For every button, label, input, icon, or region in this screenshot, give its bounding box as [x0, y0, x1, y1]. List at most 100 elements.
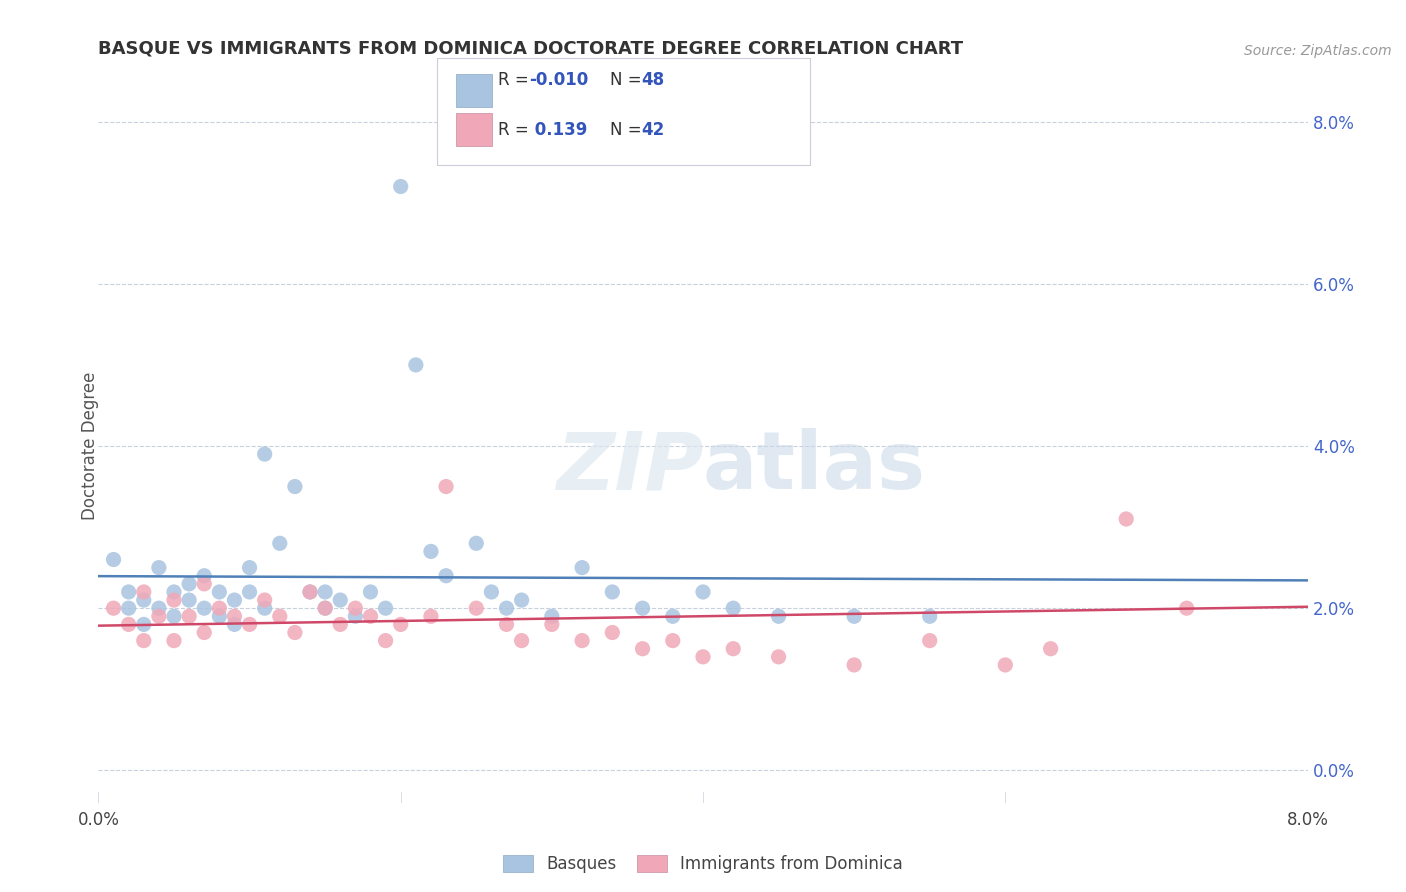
Text: N =: N =: [610, 71, 647, 89]
Point: [163, 633, 186, 648]
Y-axis label: Doctorate Degree: Doctorate Degree: [82, 372, 98, 520]
Point: [224, 609, 246, 624]
Point: [148, 609, 170, 624]
Point: [1115, 512, 1137, 526]
Point: [148, 601, 170, 615]
Point: [495, 617, 517, 632]
Point: [662, 609, 685, 624]
Point: [193, 601, 215, 615]
Point: [844, 609, 866, 624]
Point: [631, 601, 654, 615]
Point: [132, 585, 155, 599]
Point: [224, 593, 246, 607]
Point: [269, 609, 291, 624]
Point: [284, 479, 307, 493]
Point: [723, 641, 745, 656]
Point: [1039, 641, 1062, 656]
Point: [239, 617, 262, 632]
Point: [434, 479, 457, 493]
Text: Source: ZipAtlas.com: Source: ZipAtlas.com: [1244, 44, 1392, 58]
Point: [329, 617, 352, 632]
Point: [389, 179, 412, 194]
Point: [465, 601, 488, 615]
Point: [510, 633, 533, 648]
Point: [768, 649, 790, 664]
Point: [253, 601, 276, 615]
Point: [208, 601, 231, 615]
Text: ZIP: ZIP: [555, 428, 703, 507]
Point: [163, 585, 186, 599]
Point: [510, 593, 533, 607]
Point: [692, 649, 714, 664]
Point: [602, 585, 624, 599]
Point: [118, 617, 141, 632]
Point: [132, 617, 155, 632]
Point: [495, 601, 517, 615]
Point: [994, 657, 1017, 672]
Point: [314, 585, 336, 599]
Point: [420, 544, 443, 558]
Point: [148, 560, 170, 574]
Text: R =: R =: [498, 71, 534, 89]
Point: [344, 601, 367, 615]
Text: R =: R =: [498, 121, 534, 139]
Point: [179, 577, 201, 591]
Point: [284, 625, 307, 640]
Point: [208, 609, 231, 624]
Point: [541, 609, 564, 624]
Point: [360, 609, 382, 624]
Point: [118, 585, 141, 599]
Point: [571, 560, 593, 574]
Text: atlas: atlas: [703, 428, 927, 507]
Point: [662, 633, 685, 648]
Point: [224, 617, 246, 632]
Point: [768, 609, 790, 624]
Point: [179, 593, 201, 607]
Point: [208, 585, 231, 599]
Text: N =: N =: [610, 121, 647, 139]
Text: 48: 48: [641, 71, 664, 89]
Point: [103, 552, 125, 566]
Point: [541, 617, 564, 632]
Point: [360, 585, 382, 599]
Point: [571, 633, 593, 648]
Point: [239, 560, 262, 574]
Point: [918, 633, 941, 648]
Point: [329, 593, 352, 607]
Point: [299, 585, 322, 599]
Point: [193, 625, 215, 640]
Point: [465, 536, 488, 550]
Point: [299, 585, 322, 599]
Text: 0.139: 0.139: [529, 121, 588, 139]
Point: [193, 577, 215, 591]
Point: [118, 601, 141, 615]
Point: [179, 609, 201, 624]
Point: [405, 358, 427, 372]
Legend: Basques, Immigrants from Dominica: Basques, Immigrants from Dominica: [496, 848, 910, 880]
Point: [1175, 601, 1198, 615]
Point: [631, 641, 654, 656]
Point: [420, 609, 443, 624]
Text: 42: 42: [641, 121, 665, 139]
Point: [269, 536, 291, 550]
Point: [374, 601, 396, 615]
Point: [314, 601, 336, 615]
Point: [918, 609, 941, 624]
Point: [844, 657, 866, 672]
Point: [103, 601, 125, 615]
Point: [253, 593, 276, 607]
Point: [193, 568, 215, 582]
Text: BASQUE VS IMMIGRANTS FROM DOMINICA DOCTORATE DEGREE CORRELATION CHART: BASQUE VS IMMIGRANTS FROM DOMINICA DOCTO…: [98, 40, 963, 58]
Point: [602, 625, 624, 640]
Point: [692, 585, 714, 599]
Point: [314, 601, 336, 615]
Point: [389, 617, 412, 632]
Point: [132, 633, 155, 648]
Point: [253, 447, 276, 461]
Text: -0.010: -0.010: [529, 71, 588, 89]
Point: [344, 609, 367, 624]
Point: [374, 633, 396, 648]
Point: [239, 585, 262, 599]
Point: [163, 593, 186, 607]
Point: [434, 568, 457, 582]
